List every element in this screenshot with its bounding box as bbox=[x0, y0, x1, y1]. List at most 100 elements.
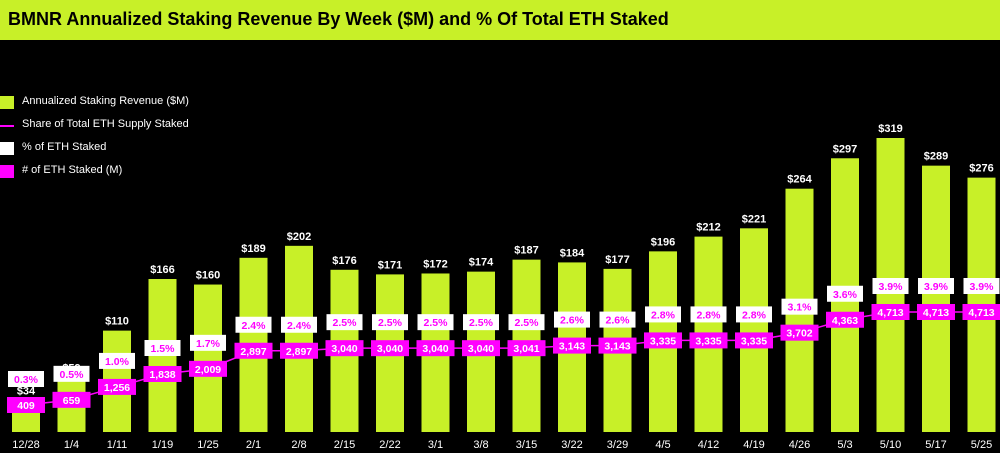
pct-label-box bbox=[8, 371, 44, 387]
pct-label-box bbox=[53, 365, 90, 382]
x-tick-label: 3/8 bbox=[473, 439, 488, 451]
bar-value-label: $187 bbox=[514, 245, 538, 257]
x-tick-label: 5/17 bbox=[925, 439, 946, 451]
pct-label: 3.9% bbox=[970, 281, 995, 293]
count-label-box bbox=[507, 340, 546, 357]
legend-swatch-pct bbox=[0, 142, 14, 155]
pct-label-box bbox=[326, 314, 363, 331]
pct-label: 3.1% bbox=[788, 302, 813, 314]
pct-label-box bbox=[872, 278, 909, 294]
bar-value-label: $264 bbox=[787, 174, 812, 186]
count-label-box bbox=[325, 340, 364, 357]
pct-label: 2.5% bbox=[333, 317, 358, 329]
count-label: 4,713 bbox=[968, 307, 994, 319]
legend-swatch-revenue bbox=[0, 96, 14, 109]
bar-value-label: $166 bbox=[150, 264, 174, 276]
pct-label-box bbox=[99, 352, 135, 369]
x-tick-label: 4/19 bbox=[743, 439, 764, 451]
x-tick-label: 4/5 bbox=[655, 439, 670, 451]
count-label: 659 bbox=[63, 395, 81, 407]
x-tick-label: 1/25 bbox=[197, 439, 218, 451]
count-label: 4,713 bbox=[923, 307, 949, 319]
pct-label-box bbox=[417, 314, 454, 331]
x-tick-label: 1/11 bbox=[107, 439, 128, 451]
bar-value-label: $110 bbox=[105, 316, 129, 328]
pct-label-box bbox=[963, 278, 1000, 294]
share-line bbox=[25, 311, 982, 406]
count-label-box bbox=[917, 304, 955, 320]
pct-label: 2.5% bbox=[378, 317, 403, 329]
count-label: 3,335 bbox=[741, 335, 767, 347]
x-tick-label: 3/1 bbox=[428, 439, 443, 451]
count-label-box bbox=[189, 360, 227, 377]
pct-label: 2.5% bbox=[515, 317, 540, 329]
x-tick-label: 3/22 bbox=[561, 439, 582, 451]
x-tick-label: 4/26 bbox=[789, 439, 810, 451]
bar-value-label: $202 bbox=[287, 231, 311, 243]
pct-label-box bbox=[599, 311, 636, 328]
pct-label: 2.6% bbox=[560, 315, 585, 327]
bar-value-label: $196 bbox=[651, 236, 675, 248]
count-label: 3,143 bbox=[604, 341, 630, 353]
pct-label: 0.5% bbox=[60, 369, 85, 381]
bar-value-label: $189 bbox=[241, 243, 265, 255]
bar-value-label: $319 bbox=[878, 123, 902, 135]
pct-label: 3.6% bbox=[833, 289, 858, 301]
x-tick-label: 5/10 bbox=[880, 439, 901, 451]
x-tick-label: 1/19 bbox=[152, 439, 173, 451]
x-tick-label: 3/29 bbox=[607, 439, 628, 451]
legend-label-pct: % of ETH Staked bbox=[22, 141, 107, 153]
bar-value-label: $289 bbox=[924, 151, 948, 163]
count-label-box bbox=[371, 340, 409, 357]
pct-label-box bbox=[372, 314, 408, 331]
pct-label-box bbox=[554, 311, 590, 328]
bar-value-label: $176 bbox=[332, 255, 356, 267]
pct-label-box bbox=[736, 306, 772, 323]
count-label: 3,335 bbox=[650, 335, 676, 347]
count-label-box bbox=[234, 342, 273, 359]
pct-label-box bbox=[235, 316, 272, 333]
pct-label-box bbox=[508, 314, 545, 331]
pct-label-box bbox=[144, 340, 181, 356]
pct-label-box bbox=[690, 306, 727, 323]
pct-label: 3.9% bbox=[879, 281, 904, 293]
x-tick-label: 12/28 bbox=[12, 439, 40, 451]
pct-label: 1.0% bbox=[105, 356, 130, 368]
count-label: 3,702 bbox=[786, 328, 812, 340]
pct-label: 2.6% bbox=[606, 315, 631, 327]
x-tick-label: 3/15 bbox=[516, 439, 537, 451]
count-label: 3,041 bbox=[513, 343, 539, 355]
pct-label: 2.4% bbox=[242, 320, 267, 332]
count-label-box bbox=[462, 340, 500, 357]
count-label-box bbox=[644, 332, 682, 349]
x-tick-label: 4/12 bbox=[698, 439, 719, 451]
bar bbox=[194, 284, 222, 432]
count-label: 3,335 bbox=[695, 335, 721, 347]
pct-label-box bbox=[918, 278, 954, 294]
pct-label: 2.5% bbox=[424, 317, 449, 329]
pct-label: 2.5% bbox=[469, 317, 494, 329]
chart-title: BMNR Annualized Staking Revenue By Week … bbox=[8, 9, 669, 29]
title-bar: BMNR Annualized Staking Revenue By Week … bbox=[0, 0, 1000, 40]
count-label-box bbox=[280, 342, 318, 359]
x-tick-label: 2/1 bbox=[246, 439, 261, 451]
x-tick-label: 5/25 bbox=[971, 439, 992, 451]
count-label-box bbox=[780, 324, 819, 341]
count-label: 3,143 bbox=[559, 341, 585, 353]
x-tick-label: 2/8 bbox=[291, 439, 306, 451]
count-label-box bbox=[598, 337, 637, 354]
pct-label: 2.8% bbox=[651, 309, 676, 321]
x-tick-label: 2/22 bbox=[379, 439, 400, 451]
x-tick-label: 5/3 bbox=[837, 439, 852, 451]
count-label: 1,838 bbox=[149, 369, 175, 381]
count-label-box bbox=[962, 304, 1000, 320]
bar-value-label: $276 bbox=[969, 163, 993, 175]
count-label: 3,040 bbox=[468, 343, 494, 355]
bar bbox=[285, 245, 313, 432]
count-label-box bbox=[826, 311, 864, 328]
count-label-box bbox=[7, 397, 45, 413]
x-tick-label: 2/15 bbox=[334, 439, 355, 451]
bar-value-label: $184 bbox=[560, 247, 585, 259]
count-label-box bbox=[871, 304, 910, 320]
